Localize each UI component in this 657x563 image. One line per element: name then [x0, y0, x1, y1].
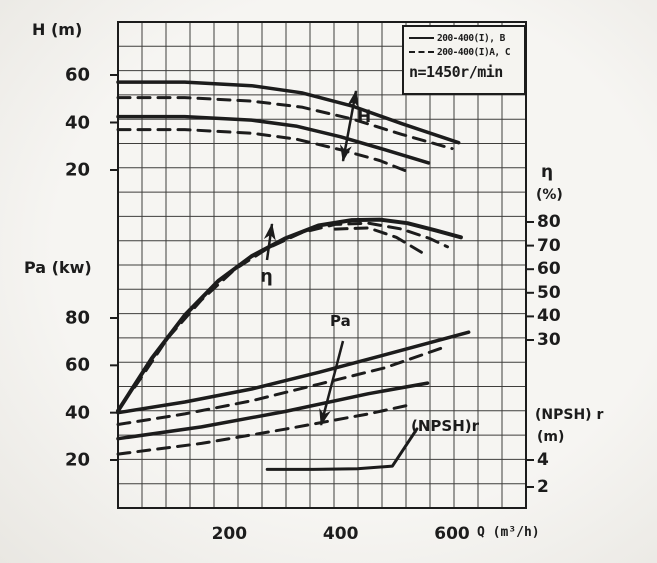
eta-pointer-arrow [263, 223, 276, 261]
axis-tick-marks [110, 74, 534, 488]
curve-NPSHr [265, 427, 419, 471]
curve-eta-C [333, 226, 426, 256]
curve-H-B-large [116, 80, 461, 145]
curve-eta-B [116, 217, 463, 413]
curve-Pa-B-large [116, 330, 471, 415]
curve-Pa-B-small [116, 381, 430, 441]
annotation-arrows [263, 90, 359, 426]
curve-H-AC-large [116, 96, 454, 151]
curve-Pa-AC-small [116, 402, 414, 456]
curve-Pa-AC-large [116, 344, 448, 426]
performance-curves [116, 80, 471, 471]
curve-H-B-small [116, 114, 431, 165]
curve-H-AC-small [116, 128, 412, 174]
grid-lines [117, 21, 527, 509]
curve-eta-AC [133, 221, 449, 389]
h-pointer-arrow [340, 90, 359, 162]
pa-pointer-arrow [319, 340, 345, 426]
